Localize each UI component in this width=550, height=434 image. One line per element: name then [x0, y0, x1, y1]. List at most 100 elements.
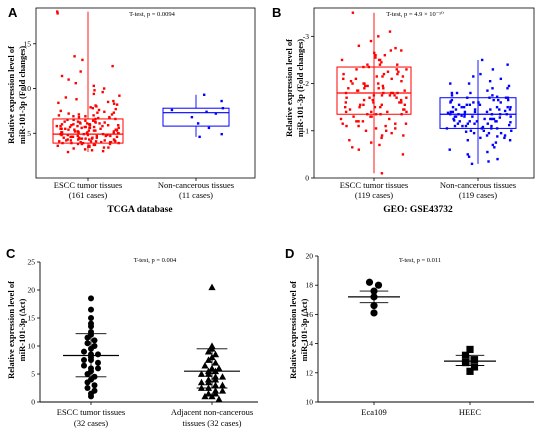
panel-c-point [91, 343, 98, 349]
panel-c-ylabel: Relative expression level of miR-101-3p … [6, 281, 27, 379]
panel-b-point [450, 91, 454, 95]
svg-text:miR-101-3p (Δct): miR-101-3p (Δct) [17, 298, 27, 361]
panel-b-point [509, 121, 512, 124]
panel-c-point [218, 381, 227, 389]
panel-a-point [115, 129, 119, 132]
panel-b-point [380, 61, 383, 64]
panel-b-annotation: T-test, p = 4.9 × 10⁻¹⁰ [386, 11, 444, 18]
panel-a-point [80, 142, 83, 146]
panel-b-point [481, 125, 485, 129]
panel-a-point [103, 110, 106, 113]
panel-b-point [488, 79, 492, 83]
panel-d-point [470, 356, 479, 364]
panel-b-point [505, 113, 508, 116]
panel-b-point [509, 115, 512, 118]
panel-b-point [362, 98, 366, 102]
panel-a-tick-label: 15 [24, 39, 32, 48]
panel-c-category-label: tissues (32 cases) [182, 418, 241, 428]
panel-b-point [357, 120, 360, 123]
panel-b-point [493, 146, 496, 149]
panel-a-point [100, 141, 103, 144]
panel-a-point [76, 134, 79, 138]
panel-a-point [88, 126, 91, 130]
panel-b-point [400, 79, 403, 83]
panel-b-point [490, 127, 493, 130]
panel-a-point [86, 133, 90, 137]
panel-c-point [204, 356, 213, 363]
panel-label-a: A [8, 5, 18, 20]
panel-a-point [75, 98, 78, 101]
panel-b-point [351, 11, 355, 14]
panel-a-point [90, 149, 94, 152]
panel-a-xlabel: TCGA database [107, 205, 172, 215]
panel-c-point [88, 295, 94, 302]
panel-a-point [97, 116, 100, 120]
panel-d-tick-label: 18 [306, 281, 314, 290]
panel-a-point [106, 133, 109, 137]
panel-b-point [473, 108, 477, 111]
panel-c-point [88, 306, 94, 313]
panel-a-point [85, 122, 89, 125]
panel-a-point [69, 139, 73, 142]
panel-a-point [106, 124, 110, 127]
panel-b-point [496, 135, 499, 138]
panel-b-point [394, 127, 397, 130]
panel-a-point [60, 132, 64, 136]
panel-a-point [66, 118, 69, 122]
panel-b-point [462, 105, 466, 109]
panel-b-point [495, 120, 498, 123]
panel-b-point [370, 141, 373, 144]
panel-a-point [62, 136, 65, 139]
panel-b-point [468, 120, 471, 123]
panel-d-point [461, 358, 470, 367]
panel-a-point [86, 131, 89, 134]
panel-b-point [391, 91, 394, 95]
panel-a-point [94, 129, 97, 132]
panel-b-point [377, 35, 380, 38]
panel-c-point [204, 348, 213, 355]
panel-a-plot: 5 10 15 [24, 7, 256, 181]
panel-c-point [215, 395, 223, 403]
panel-b-point [457, 103, 461, 107]
panel-a-point [77, 115, 81, 119]
panel-a-point [55, 124, 58, 128]
panel-a-point [93, 143, 97, 147]
panel-b-point [382, 91, 385, 95]
panel-b-point [388, 94, 392, 97]
panel-b-point [495, 105, 499, 109]
panel-a-point [101, 124, 104, 128]
panel-b-point [473, 110, 477, 114]
panel-a-point [76, 142, 80, 146]
panel-b-point [366, 84, 369, 88]
panel-c-point [211, 381, 220, 389]
panel-a-point [220, 99, 223, 103]
panel-b-point [506, 63, 509, 66]
panel-b-point [395, 96, 398, 99]
panel-b-point [455, 91, 459, 95]
panel-c-annotation: T-test, p = 0.004 [134, 257, 177, 264]
panel-c-point [95, 351, 101, 358]
panel-a-category-label: ESCC tumor tissues [54, 180, 122, 190]
panel-a-point [73, 128, 76, 131]
panel-a-annotation: T-test, p = 0.0094 [129, 11, 176, 18]
panel-b-point [372, 101, 375, 104]
panel-b-point [449, 100, 452, 103]
panel-d-category-label: HEEC [459, 407, 482, 417]
panel-a-point [59, 132, 62, 136]
panel-b-point [363, 84, 367, 88]
panel-b-point [464, 124, 468, 128]
panel-a-box [162, 107, 230, 127]
panel-b-point [445, 127, 449, 130]
panel-b-point [385, 129, 388, 132]
panel-b-point [399, 98, 403, 102]
panel-a-point [72, 118, 75, 122]
panel-c-category-label: (32 cases) [74, 418, 108, 428]
panel-b-point [449, 113, 452, 116]
panel-b-point [363, 87, 366, 90]
panel-a-point [92, 114, 95, 117]
panel-b-point [374, 56, 377, 59]
panel-b-point [386, 110, 389, 114]
panel-a-point [89, 106, 92, 109]
panel-b-point [479, 72, 482, 76]
panel-a-point [117, 124, 120, 127]
